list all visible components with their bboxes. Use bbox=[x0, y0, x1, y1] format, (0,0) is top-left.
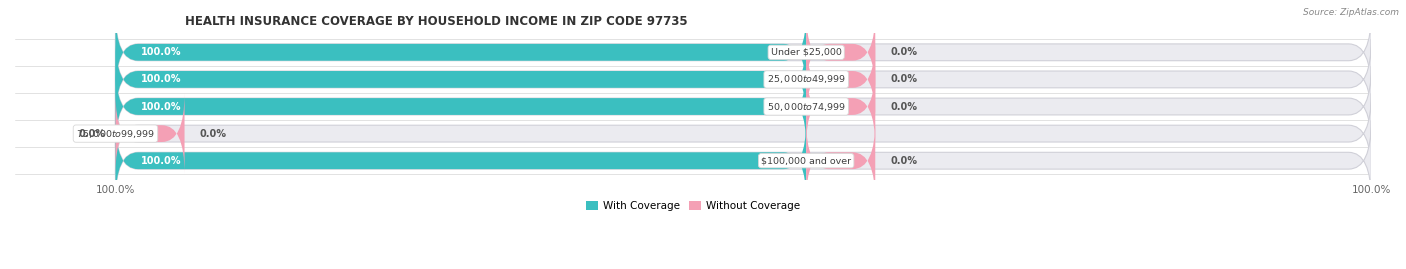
Text: HEALTH INSURANCE COVERAGE BY HOUSEHOLD INCOME IN ZIP CODE 97735: HEALTH INSURANCE COVERAGE BY HOUSEHOLD I… bbox=[184, 15, 688, 28]
FancyBboxPatch shape bbox=[115, 12, 1371, 93]
FancyBboxPatch shape bbox=[115, 93, 1371, 174]
Text: $25,000 to $49,999: $25,000 to $49,999 bbox=[766, 73, 846, 86]
FancyBboxPatch shape bbox=[806, 39, 876, 120]
Text: $75,000 to $99,999: $75,000 to $99,999 bbox=[76, 128, 155, 140]
Text: 100.0%: 100.0% bbox=[141, 47, 181, 57]
Text: 0.0%: 0.0% bbox=[200, 129, 226, 139]
Text: 100.0%: 100.0% bbox=[141, 101, 181, 112]
Text: Source: ZipAtlas.com: Source: ZipAtlas.com bbox=[1303, 8, 1399, 17]
Text: Under $25,000: Under $25,000 bbox=[770, 48, 842, 57]
Text: 100.0%: 100.0% bbox=[141, 75, 181, 84]
Text: 0.0%: 0.0% bbox=[79, 129, 105, 139]
FancyBboxPatch shape bbox=[115, 39, 1371, 120]
Text: 100.0%: 100.0% bbox=[141, 156, 181, 166]
FancyBboxPatch shape bbox=[115, 120, 1371, 201]
Text: $100,000 and over: $100,000 and over bbox=[761, 156, 851, 165]
Text: 0.0%: 0.0% bbox=[890, 75, 917, 84]
FancyBboxPatch shape bbox=[115, 66, 806, 147]
FancyBboxPatch shape bbox=[115, 93, 184, 174]
FancyBboxPatch shape bbox=[806, 12, 876, 93]
Text: $50,000 to $74,999: $50,000 to $74,999 bbox=[766, 101, 846, 112]
Text: 0.0%: 0.0% bbox=[890, 101, 917, 112]
FancyBboxPatch shape bbox=[115, 12, 806, 93]
FancyBboxPatch shape bbox=[115, 39, 806, 120]
FancyBboxPatch shape bbox=[115, 66, 1371, 147]
FancyBboxPatch shape bbox=[806, 66, 876, 147]
Text: 0.0%: 0.0% bbox=[890, 47, 917, 57]
FancyBboxPatch shape bbox=[806, 120, 876, 201]
Legend: With Coverage, Without Coverage: With Coverage, Without Coverage bbox=[582, 197, 804, 215]
Text: 0.0%: 0.0% bbox=[890, 156, 917, 166]
FancyBboxPatch shape bbox=[115, 120, 806, 201]
